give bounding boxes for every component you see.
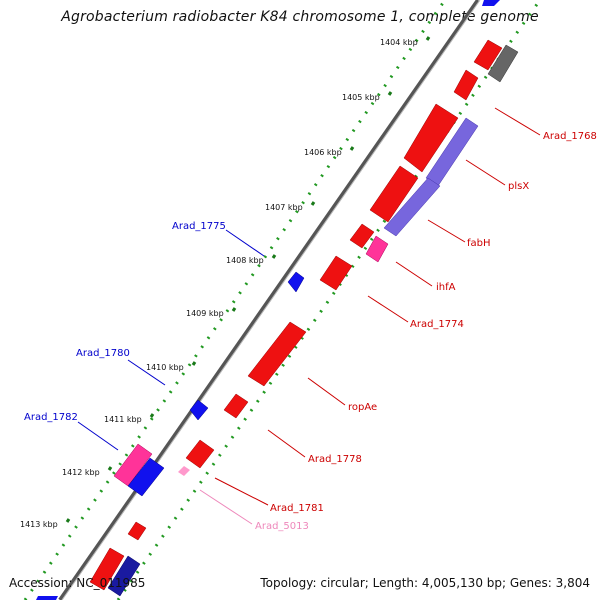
gene-arad-5013[interactable] (178, 466, 190, 476)
gene-fabh[interactable] (369, 165, 419, 223)
gene-arad-1781[interactable] (185, 439, 215, 469)
label-arad-1780[interactable]: Arad_1780 (76, 348, 130, 359)
gene-bottom-left-blue[interactable] (36, 596, 58, 600)
tick-mark (191, 361, 197, 366)
gene-grey[interactable] (487, 44, 519, 83)
tick-label: 1405 kbp (342, 93, 380, 102)
gene-bottom-2[interactable] (89, 547, 125, 591)
tick-label: 1413 kbp (20, 520, 58, 529)
tick-label: 1409 kbp (186, 309, 224, 318)
accession-text: Accession: NC_011985 (9, 576, 146, 590)
tick-mark (387, 91, 393, 96)
tick-labels: 1404 kbp 1405 kbp 1406 kbp 1407 kbp 1408 kbp… (20, 36, 431, 529)
gene-labels-right: Arad_1768 plsX fabH ihfA Arad_1774 ropAe… (255, 131, 597, 532)
tick-label: 1404 kbp (380, 38, 418, 47)
label-arad-1774[interactable]: Arad_1774 (410, 319, 464, 330)
gene-arad-1780[interactable] (189, 399, 209, 421)
label-ihfa[interactable]: ihfA (436, 282, 456, 293)
map-title: Agrobacterium radiobacter K84 chromosome… (61, 9, 539, 25)
leader-lines (77, 107, 541, 525)
label-arad-5013[interactable]: Arad_5013 (255, 521, 309, 532)
gene-fabh-annot[interactable] (383, 177, 441, 237)
gene-labels-left: Arad_1775 Arad_1780 Arad_1782 (24, 221, 226, 423)
gene-arad-1778[interactable] (223, 393, 249, 419)
gene-ropae[interactable] (247, 321, 307, 387)
tick-mark (271, 254, 277, 259)
gene-arad-1782-pseudo[interactable] (113, 443, 153, 487)
tick-label: 1411 kbp (104, 415, 142, 424)
tick-mark (149, 413, 155, 418)
tick-track-outer (23, 0, 447, 600)
gene-arad-1769[interactable] (453, 69, 479, 101)
tick-label: 1412 kbp (62, 468, 100, 477)
gene-arad-1768[interactable] (473, 39, 503, 71)
tick-label: 1408 kbp (226, 256, 264, 265)
gene-bottom-1[interactable] (127, 521, 147, 541)
label-arad-1768[interactable]: Arad_1768 (543, 131, 597, 142)
tick-mark (425, 36, 431, 41)
tick-mark (310, 201, 316, 206)
tick-mark (349, 146, 355, 151)
gene-arad-1782[interactable] (127, 457, 165, 497)
gene-plsx[interactable] (403, 103, 459, 173)
gene-bottom-3[interactable] (107, 555, 141, 597)
tick-track-inner (116, 0, 542, 600)
label-arad-1775[interactable]: Arad_1775 (172, 221, 226, 232)
reverse-genes (36, 0, 500, 600)
label-arad-1778[interactable]: Arad_1778 (308, 454, 362, 465)
forward-genes (89, 39, 519, 597)
gene-ihfa[interactable] (349, 223, 375, 249)
gene-arad-1775[interactable] (287, 271, 305, 293)
label-arad-1781[interactable]: Arad_1781 (270, 503, 324, 514)
tick-label: 1406 kbp (304, 148, 342, 157)
label-ropae[interactable]: ropAe (348, 402, 377, 413)
gene-ihfa-pseudo[interactable] (365, 235, 389, 263)
label-plsx[interactable]: plsX (508, 181, 529, 192)
tick-mark (107, 466, 113, 471)
summary-text: Topology: circular; Length: 4,005,130 bp… (260, 576, 590, 590)
label-fabh[interactable]: fabH (467, 238, 491, 249)
tick-label: 1410 kbp (146, 363, 184, 372)
tick-mark (65, 518, 71, 523)
tick-mark (231, 307, 237, 312)
gene-top-blue[interactable] (482, 0, 500, 6)
label-arad-1782[interactable]: Arad_1782 (24, 412, 78, 423)
gene-arad-1774[interactable] (319, 255, 353, 291)
tick-label: 1407 kbp (265, 203, 303, 212)
backbone (58, 0, 481, 600)
